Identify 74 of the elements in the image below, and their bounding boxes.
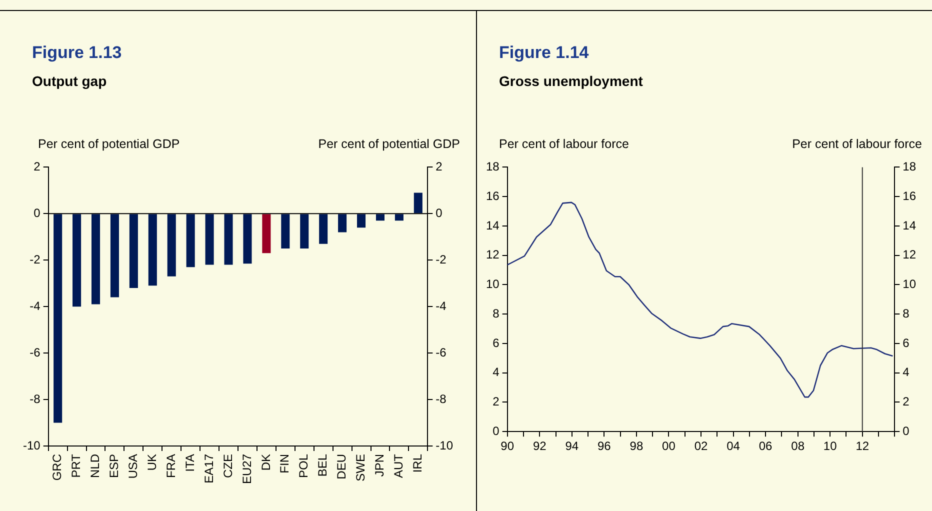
chart-title: Figure 1.13 <box>32 43 122 63</box>
y2-tick-label: 4 <box>902 365 910 380</box>
y-tick-label: 2 <box>492 394 500 409</box>
x-tick-label: JPN <box>372 454 387 477</box>
x-tick-label: NLD <box>88 454 102 478</box>
x-tick-label: POL <box>296 454 311 478</box>
y-tick-label: -4 <box>30 298 41 313</box>
y-tick-label: 4 <box>492 365 500 380</box>
x-tick-label: USA <box>126 454 140 479</box>
y2-tick-label: 16 <box>902 188 916 203</box>
y2-tick-label: 2 <box>436 160 443 174</box>
x-tick-label: 10 <box>823 439 838 454</box>
x-tick-label: ITA <box>182 454 197 472</box>
y-tick-label: 2 <box>34 160 41 174</box>
y-tick-label: 16 <box>486 188 500 203</box>
y2-tick-label: 10 <box>902 277 916 292</box>
x-tick-label: 96 <box>597 439 612 454</box>
x-tick-label: 92 <box>532 439 547 454</box>
y-axis-title: Per cent of labour force <box>499 137 629 151</box>
y-tick-label: -10 <box>23 438 41 452</box>
y2-tick-label: 6 <box>902 336 910 350</box>
x-tick-label: IRL <box>410 454 424 473</box>
y-tick-label: 18 <box>486 160 500 174</box>
x-tick-label: FRA <box>164 454 178 478</box>
x-tick-label: 90 <box>500 439 514 454</box>
chart-subtitle: Gross unemployment <box>499 73 643 89</box>
y-tick-label: 14 <box>486 218 500 232</box>
x-tick-label: 12 <box>856 439 870 454</box>
x-tick-label: FIN <box>278 454 292 474</box>
x-tick-label: PRT <box>69 453 84 478</box>
y-tick-label: 8 <box>492 306 500 320</box>
y2-tick-label: 2 <box>902 394 910 409</box>
x-tick-label: 00 <box>662 439 676 454</box>
x-tick-label: 98 <box>630 439 644 454</box>
y2-tick-label: -8 <box>436 392 447 406</box>
x-tick-label: 08 <box>791 439 805 454</box>
x-tick-label: UK <box>144 454 159 471</box>
x-tick-label: BEL <box>316 454 330 477</box>
y2-tick-label: 8 <box>902 306 910 320</box>
x-tick-label: 94 <box>565 439 579 454</box>
y2-tick-label: 14 <box>902 218 916 232</box>
y-tick-label: 12 <box>486 248 500 262</box>
y-tick-label: -8 <box>30 392 41 406</box>
chart-subtitle: Output gap <box>32 73 107 89</box>
x-tick-label: GRC <box>50 454 64 481</box>
y2-tick-label: -10 <box>436 438 454 452</box>
y2-axis-title: Per cent of potential GDP <box>318 137 460 151</box>
y-tick-label: 6 <box>492 336 500 350</box>
x-tick-label: ESP <box>107 454 122 478</box>
x-tick-label: DK <box>258 454 273 471</box>
y-axis-title: Per cent of potential GDP <box>38 137 180 151</box>
y-tick-label: 0 <box>492 424 500 438</box>
y-tick-label: -6 <box>30 345 41 360</box>
x-tick-label: SWE <box>354 454 368 482</box>
x-tick-label: 06 <box>758 439 773 454</box>
y2-tick-label: 0 <box>902 424 910 438</box>
y-tick-label: 0 <box>34 206 41 220</box>
x-tick-label: CZE <box>220 454 235 478</box>
x-tick-label: AUT <box>392 453 406 478</box>
x-tick-label: EA17 <box>202 454 216 484</box>
y2-tick-label: 0 <box>436 206 443 220</box>
y2-tick-label: -4 <box>436 298 447 313</box>
y2-tick-label: -2 <box>436 252 447 266</box>
x-tick-label: DEU <box>334 454 349 480</box>
x-tick-label: EU27 <box>240 454 254 484</box>
x-tick-label: 02 <box>694 439 708 454</box>
x-tick-label: 04 <box>726 439 740 454</box>
chart-title: Figure 1.14 <box>499 43 589 63</box>
y2-tick-label: 12 <box>902 248 916 262</box>
y-tick-label: -2 <box>30 252 41 266</box>
y-tick-label: 10 <box>486 277 500 292</box>
y2-tick-label: -6 <box>436 345 447 360</box>
y2-tick-label: 18 <box>902 160 916 174</box>
y2-axis-title: Per cent of labour force <box>792 137 922 151</box>
